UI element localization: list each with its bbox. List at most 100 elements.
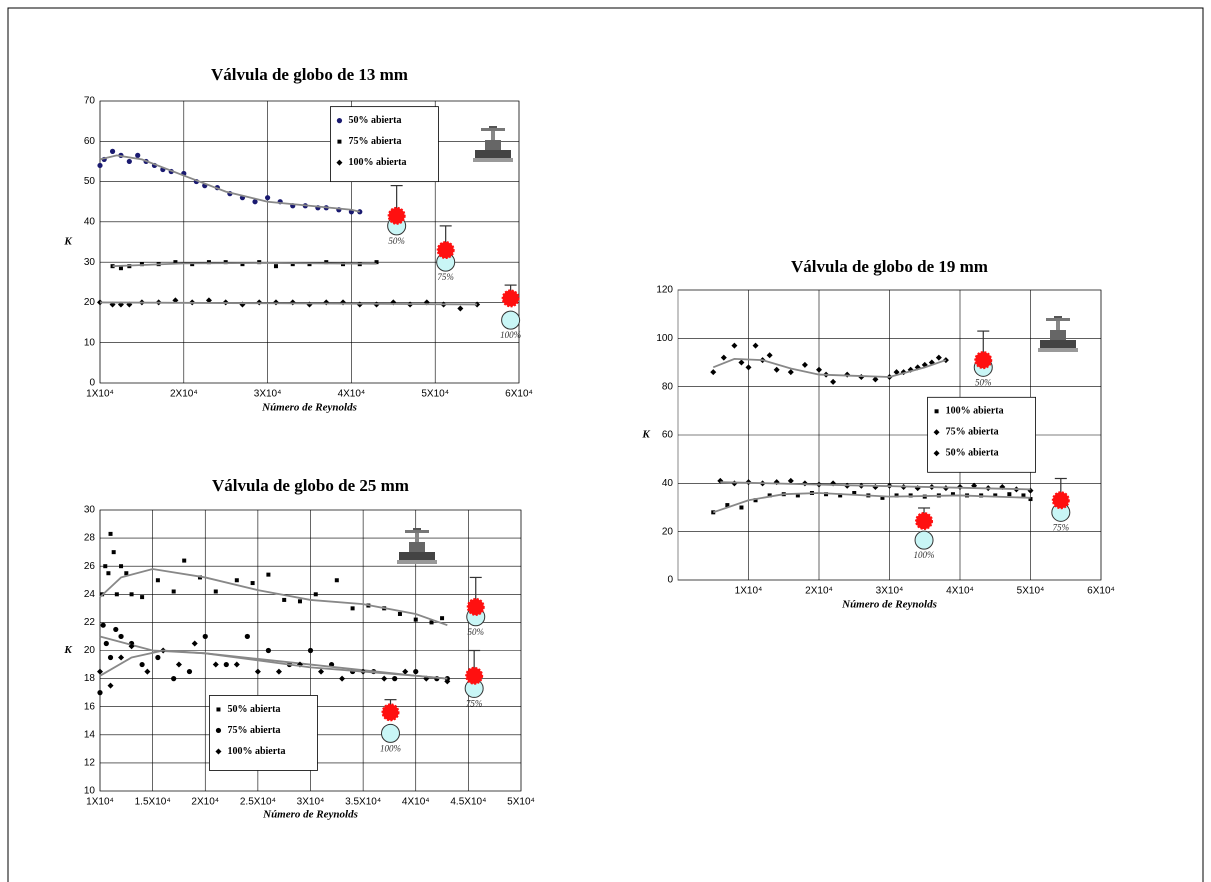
data-point bbox=[155, 578, 160, 583]
legend-label: 50% abierta bbox=[946, 448, 999, 459]
data-point bbox=[97, 668, 103, 675]
data-point bbox=[129, 592, 134, 597]
x-axis-label: Número de Reynolds bbox=[261, 402, 357, 414]
x-tick-label: 6X10⁴ bbox=[505, 389, 533, 400]
data-point bbox=[233, 661, 240, 668]
x-tick-label: 1X10⁴ bbox=[86, 389, 114, 400]
data-point bbox=[250, 581, 255, 586]
y-tick-label: 120 bbox=[656, 285, 673, 296]
y-tick-label: 60 bbox=[662, 430, 674, 441]
x-tick-label: 1.5X10⁴ bbox=[135, 797, 171, 808]
page-frame bbox=[7, 7, 1204, 882]
point-label: 100% bbox=[500, 330, 521, 340]
y-tick-label: 30 bbox=[84, 505, 96, 516]
y-tick-label: 20 bbox=[84, 645, 96, 656]
data-point bbox=[275, 668, 282, 675]
y-tick-label: 60 bbox=[84, 136, 96, 147]
data-point bbox=[140, 595, 145, 600]
predicted-point bbox=[501, 310, 521, 330]
point-label: 75% bbox=[437, 272, 454, 282]
data-point bbox=[265, 195, 271, 201]
plot-area bbox=[99, 100, 520, 384]
y-axis-label: K bbox=[641, 429, 650, 441]
data-point bbox=[720, 354, 727, 361]
data-point bbox=[97, 162, 103, 169]
y-tick-label: 20 bbox=[662, 526, 674, 537]
data-point bbox=[766, 352, 773, 359]
legend-marker bbox=[933, 429, 940, 436]
y-tick-label: 24 bbox=[84, 589, 96, 600]
data-point bbox=[202, 633, 208, 640]
legend-label: 75% abierta bbox=[946, 427, 999, 438]
legend-label: 75% abierta bbox=[227, 725, 280, 736]
data-point bbox=[731, 342, 738, 349]
y-tick-label: 0 bbox=[667, 575, 673, 586]
x-tick-label: 2.5X10⁴ bbox=[240, 797, 276, 808]
x-tick-label: 4X10⁴ bbox=[338, 389, 366, 400]
data-point bbox=[119, 564, 124, 569]
data-point bbox=[334, 578, 339, 583]
data-point bbox=[429, 620, 434, 625]
x-tick-label: 5X10⁴ bbox=[421, 389, 449, 400]
data-point bbox=[240, 262, 245, 267]
data-point bbox=[381, 675, 388, 682]
data-point bbox=[725, 503, 730, 508]
data-point bbox=[113, 626, 119, 633]
data-point bbox=[111, 550, 116, 555]
trend-line bbox=[712, 492, 1031, 514]
measured-point bbox=[1051, 491, 1070, 510]
data-point bbox=[374, 260, 379, 265]
data-point bbox=[402, 668, 409, 675]
data-point bbox=[801, 361, 808, 368]
data-point bbox=[773, 366, 780, 373]
measured-point bbox=[387, 206, 406, 225]
legend-marker bbox=[337, 139, 342, 144]
data-point bbox=[710, 369, 717, 376]
x-tick-label: 3.5X10⁴ bbox=[345, 797, 381, 808]
legend-marker bbox=[933, 450, 940, 457]
data-point bbox=[816, 366, 822, 373]
data-point bbox=[318, 668, 325, 675]
x-tick-label: 3X10⁴ bbox=[876, 586, 904, 597]
measured-point bbox=[915, 512, 934, 531]
x-tick-label: 1X10⁴ bbox=[86, 797, 114, 808]
data-point bbox=[118, 633, 124, 640]
point-label: 50% bbox=[467, 627, 484, 637]
data-point bbox=[266, 572, 271, 577]
data-point bbox=[307, 647, 314, 654]
data-point bbox=[265, 647, 271, 654]
trend-line bbox=[99, 568, 448, 627]
data-point bbox=[767, 493, 772, 498]
data-point bbox=[413, 617, 418, 622]
data-point bbox=[139, 661, 145, 668]
data-point bbox=[745, 364, 752, 371]
data-point bbox=[1021, 493, 1026, 498]
point-label: 100% bbox=[380, 743, 401, 753]
data-point bbox=[103, 640, 109, 647]
x-tick-label: 2X10⁴ bbox=[170, 389, 198, 400]
chart-title: Válvula de globo de 25 mm bbox=[212, 476, 409, 495]
data-point bbox=[109, 148, 116, 154]
legend-marker bbox=[216, 707, 221, 712]
x-tick-label: 4X10⁴ bbox=[946, 586, 974, 597]
data-point bbox=[223, 661, 229, 668]
data-point bbox=[935, 354, 942, 361]
y-tick-label: 70 bbox=[84, 96, 96, 107]
data-point bbox=[128, 643, 135, 650]
y-tick-label: 18 bbox=[84, 673, 96, 684]
data-point bbox=[114, 592, 119, 597]
legend-label: 100% abierta bbox=[227, 746, 285, 757]
data-point bbox=[894, 493, 899, 498]
data-point bbox=[838, 493, 843, 498]
x-tick-label: 4X10⁴ bbox=[402, 797, 430, 808]
data-point bbox=[135, 152, 141, 158]
point-label: 75% bbox=[466, 698, 483, 708]
x-tick-label: 6X10⁴ bbox=[1087, 586, 1115, 597]
x-axis-label: Número de Reynolds bbox=[262, 809, 358, 821]
data-point bbox=[1028, 497, 1033, 502]
data-point bbox=[753, 498, 758, 503]
data-point bbox=[118, 266, 123, 271]
x-tick-label: 3X10⁴ bbox=[254, 389, 282, 400]
data-point bbox=[711, 510, 716, 515]
data-point bbox=[795, 493, 800, 498]
